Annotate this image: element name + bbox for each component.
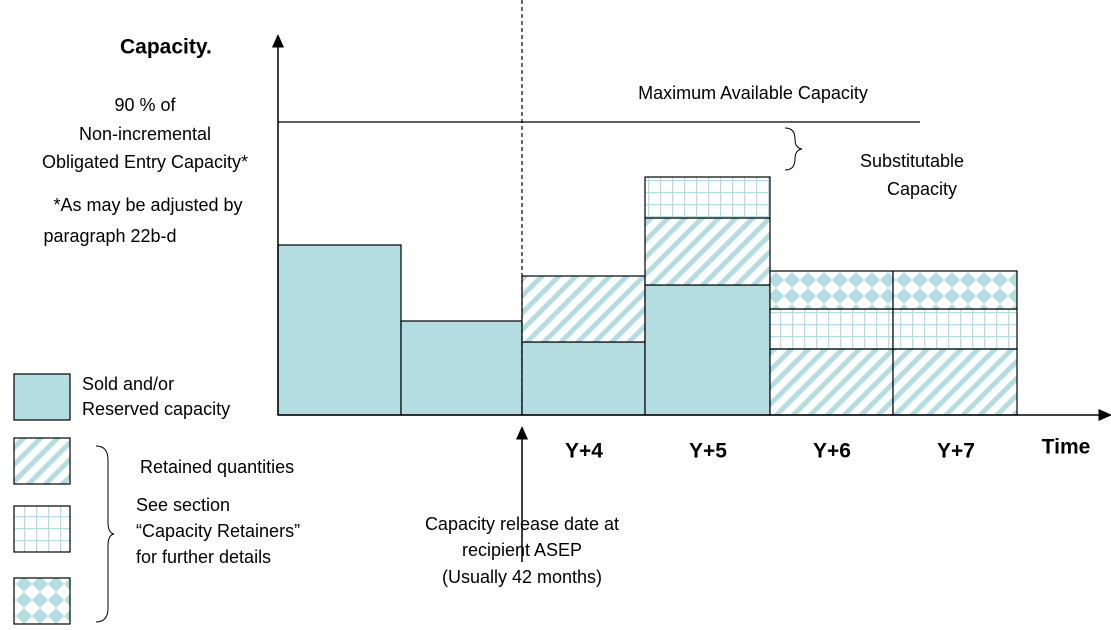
block bbox=[644, 176, 771, 219]
y-axis-label: Capacity. bbox=[120, 36, 212, 59]
note: paragraph 22b-d bbox=[43, 226, 176, 246]
legend-label: for further details bbox=[136, 547, 271, 567]
period-label: Y+7 bbox=[937, 440, 975, 463]
legend-swatch bbox=[13, 437, 71, 485]
block bbox=[644, 284, 771, 416]
period-label: Y+4 bbox=[565, 440, 603, 463]
block bbox=[521, 275, 646, 343]
release-note: recipient ASEP bbox=[462, 540, 582, 560]
block bbox=[400, 320, 523, 416]
note: *As may be adjusted by bbox=[53, 195, 242, 215]
max-capacity-label: Maximum Available Capacity bbox=[638, 83, 868, 103]
block bbox=[521, 341, 646, 416]
block bbox=[769, 348, 894, 416]
legend bbox=[13, 373, 115, 625]
release-note: Capacity release date at bbox=[425, 514, 619, 534]
substitutable-label: Substitutable bbox=[860, 151, 964, 171]
period-label: Y+6 bbox=[813, 440, 851, 463]
legend-label: See section bbox=[136, 495, 230, 515]
x-axis-label: Time bbox=[1042, 436, 1091, 459]
legend-label: “Capacity Retainers” bbox=[136, 521, 300, 541]
brace bbox=[95, 445, 115, 623]
block bbox=[892, 308, 1018, 350]
legend-swatch bbox=[13, 373, 71, 421]
substitutable-label: Capacity bbox=[887, 179, 957, 199]
legend-label: Reserved capacity bbox=[82, 399, 230, 419]
block bbox=[644, 217, 771, 286]
note: Obligated Entry Capacity* bbox=[42, 152, 248, 172]
release-note: (Usually 42 months) bbox=[442, 567, 602, 587]
block bbox=[277, 244, 402, 416]
note: 90 % of bbox=[114, 95, 176, 115]
block bbox=[769, 308, 894, 350]
block bbox=[892, 270, 1018, 310]
block bbox=[892, 348, 1018, 416]
period-label: Y+5 bbox=[689, 440, 727, 463]
legend-label: Retained quantities bbox=[140, 457, 294, 477]
note: Non-incremental bbox=[79, 124, 211, 144]
legend-swatch bbox=[13, 577, 71, 625]
blocks bbox=[277, 176, 1018, 416]
legend-swatch bbox=[13, 505, 71, 553]
brace bbox=[784, 127, 803, 171]
block bbox=[769, 270, 894, 310]
legend-label: Sold and/or bbox=[82, 374, 174, 394]
